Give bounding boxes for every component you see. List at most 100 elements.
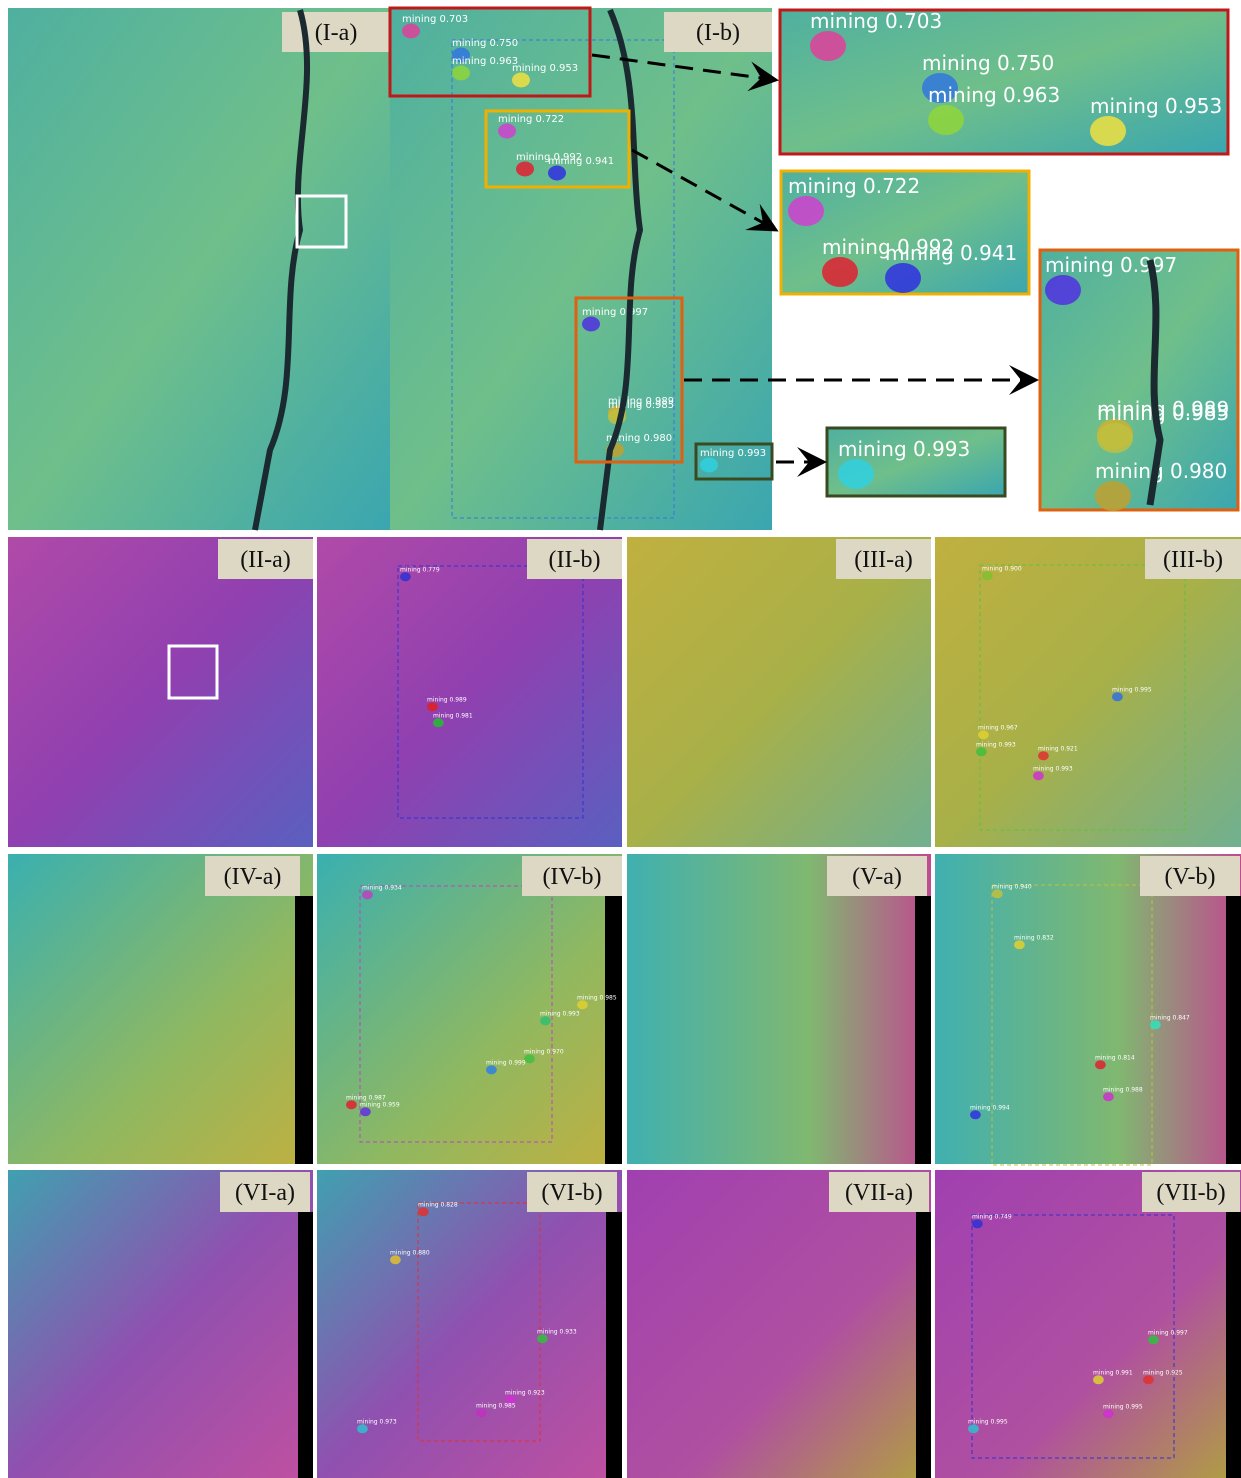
interferogram (317, 854, 622, 1164)
detection-blob (362, 890, 373, 899)
panel-label: (IV-a) (224, 864, 282, 890)
detection-blob (1095, 1060, 1106, 1069)
detection-label: mining 0.973 (357, 1418, 397, 1425)
detection-label: mining 0.959 (360, 1101, 400, 1108)
detection-blob (346, 1100, 357, 1109)
detection-blob (433, 718, 444, 727)
detection-blob (476, 1408, 487, 1417)
detection-blob (357, 1424, 368, 1433)
detection-label: mining 0.988 (1103, 1086, 1143, 1093)
detection-label: mining 0.722 (498, 114, 564, 125)
no-data-strip (1226, 1212, 1241, 1478)
detection-blob (1093, 1375, 1104, 1384)
detection-label: mining 0.921 (1038, 745, 1078, 752)
detection-blob (838, 459, 874, 489)
figure: (I-a)mining 0.703mining 0.750mining 0.96… (0, 0, 1241, 1478)
detection-blob (1112, 692, 1123, 701)
detection-blob (700, 458, 718, 473)
detection-label: mining 0.953 (1090, 94, 1222, 118)
interferogram (8, 537, 313, 847)
detection-label: mining 0.933 (537, 1328, 577, 1335)
detection-label: mining 0.703 (402, 14, 468, 25)
detection-label: mining 0.970 (524, 1048, 564, 1055)
detection-label: mining 0.985 (577, 994, 617, 1001)
panel-label: (V-a) (852, 864, 902, 890)
detection-blob (1148, 1335, 1159, 1344)
panel-label: (V-b) (1164, 864, 1215, 890)
detection-blob (360, 1107, 371, 1116)
detection-label: mining 0.923 (505, 1389, 545, 1396)
detection-blob (452, 66, 470, 81)
panel-label: (III-a) (854, 547, 913, 573)
detection-label: mining 0.993 (700, 448, 766, 459)
detection-label: mining 0.993 (1033, 765, 1073, 772)
detection-blob (810, 31, 846, 61)
detection-label: mining 0.999 (486, 1059, 526, 1066)
detection-label: mining 0.967 (978, 724, 1018, 731)
panel-label: (IV-b) (542, 864, 601, 890)
detection-label: mining 0.997 (1045, 253, 1177, 277)
detection-label: mining 0.981 (433, 712, 473, 719)
detection-blob (537, 1334, 548, 1343)
detection-label: mining 0.779 (400, 566, 440, 573)
detection-blob (486, 1065, 497, 1074)
panel-label: (VI-b) (541, 1180, 602, 1206)
detection-label: mining 0.832 (1014, 934, 1054, 941)
interferogram (8, 1170, 313, 1478)
detection-label: mining 0.963 (452, 56, 518, 67)
detection-label: mining 0.880 (390, 1249, 430, 1256)
detection-label: mining 0.995 (1103, 1403, 1143, 1410)
interferogram (935, 854, 1241, 1164)
panel-label: (I-a) (315, 20, 358, 46)
detection-blob (968, 1424, 979, 1433)
panel-label: (III-b) (1163, 547, 1223, 573)
detection-blob (427, 702, 438, 711)
detection-blob (540, 1016, 551, 1025)
panel-label: (I-b) (696, 20, 740, 46)
no-data-strip (605, 896, 622, 1164)
detection-label: mining 0.994 (970, 1104, 1010, 1111)
detection-blob (822, 257, 858, 287)
detection-blob (400, 572, 411, 581)
detection-label: mining 0.980 (1095, 459, 1227, 483)
detection-blob (390, 1255, 401, 1264)
detection-label: mining 0.963 (928, 83, 1060, 107)
detection-label: mining 0.987 (346, 1094, 386, 1101)
interferogram (8, 8, 390, 530)
detection-blob (548, 166, 566, 181)
detection-label: mining 0.989 (427, 696, 467, 703)
no-data-strip (295, 896, 313, 1164)
detection-blob (418, 1207, 429, 1216)
detection-blob (1014, 940, 1025, 949)
detection-label: mining 0.993 (976, 741, 1016, 748)
detection-label: mining 0.997 (1148, 1329, 1188, 1336)
detection-blob (577, 1000, 588, 1009)
detection-blob (1143, 1375, 1154, 1384)
detection-blob (972, 1219, 983, 1228)
detection-label: mining 0.985 (476, 1402, 516, 1409)
detection-blob (1097, 423, 1133, 453)
detection-label: mining 0.749 (972, 1213, 1012, 1220)
detection-blob (512, 73, 530, 88)
panel-label: (VI-a) (235, 1180, 295, 1206)
detection-blob (1033, 771, 1044, 780)
no-data-strip (1226, 896, 1241, 1164)
detection-blob (1095, 481, 1131, 511)
detection-blob (970, 1110, 981, 1119)
no-data-strip (606, 1212, 622, 1478)
detection-blob (498, 124, 516, 139)
detection-label: mining 0.722 (788, 174, 920, 198)
detection-label: mining 0.900 (982, 565, 1022, 572)
detection-label: mining 0.995 (1112, 686, 1152, 693)
detection-blob (1103, 1409, 1114, 1418)
detection-label: mining 0.925 (1143, 1369, 1183, 1376)
detection-label: mining 0.847 (1150, 1014, 1190, 1021)
interferogram (627, 1170, 931, 1478)
detection-blob (976, 747, 987, 756)
detection-label: mining 0.953 (512, 63, 578, 74)
detection-blob (992, 889, 1003, 898)
detection-blob (1045, 275, 1081, 305)
no-data-strip (916, 1212, 931, 1478)
detection-label: mining 0.985 (1097, 401, 1229, 425)
interferogram (317, 537, 622, 847)
